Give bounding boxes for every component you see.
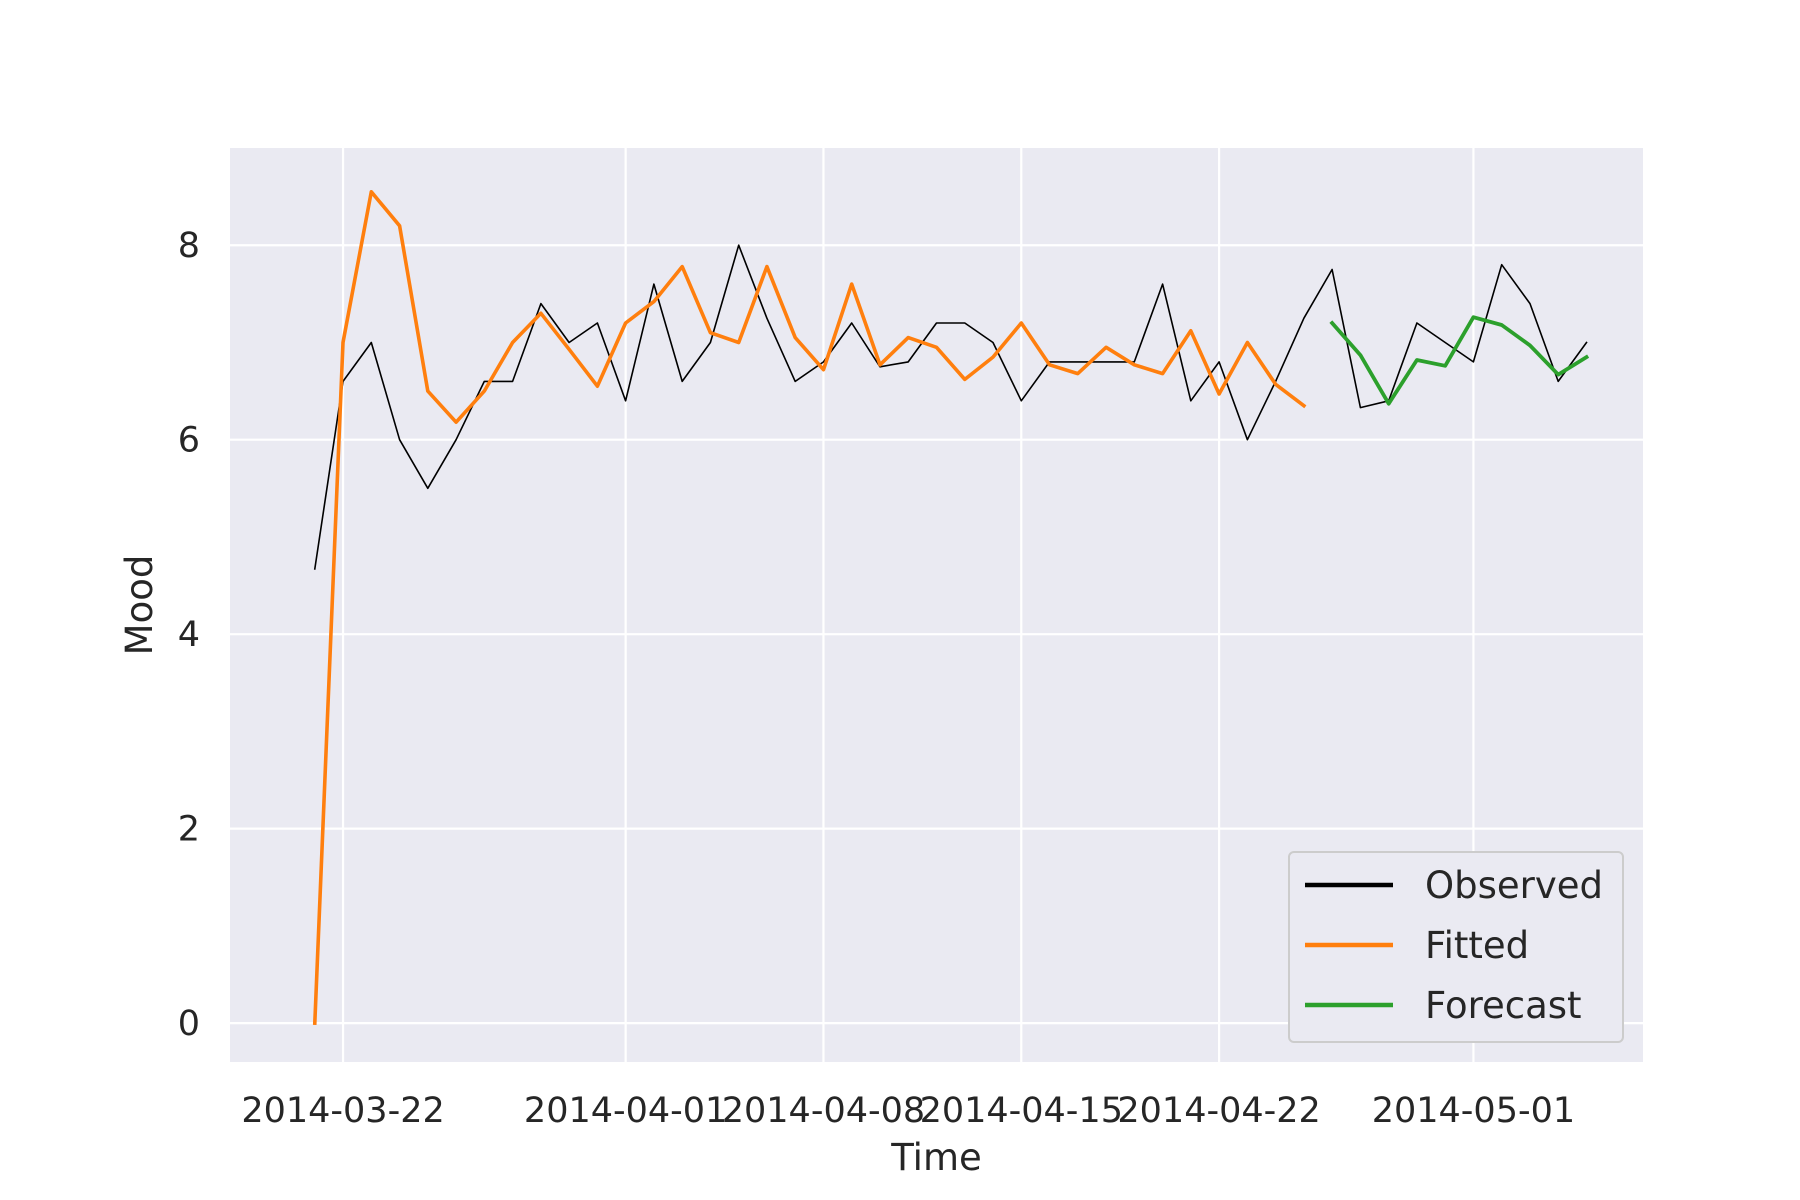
legend-label: Fitted — [1425, 924, 1529, 967]
y-tick-label: 4 — [178, 615, 200, 655]
x-tick-label: 2014-04-15 — [920, 1091, 1123, 1131]
legend-label: Forecast — [1425, 984, 1582, 1027]
x-tick-label: 2014-04-01 — [524, 1091, 727, 1131]
series-lines — [312, 190, 1590, 1025]
y-tick-label: 0 — [178, 1004, 200, 1044]
legend-item-fitted: Fitted — [1305, 924, 1529, 967]
legend-item-observed: Observed — [1305, 864, 1603, 907]
series-line-observed — [313, 244, 1588, 570]
legend-label: Observed — [1425, 864, 1603, 907]
legend-frame — [1288, 851, 1624, 1043]
x-tick-label: 2014-05-01 — [1372, 1091, 1575, 1131]
y-tick-label: 2 — [178, 810, 200, 850]
y-tick-label: 8 — [178, 226, 200, 266]
series-line-fitted — [312, 190, 1307, 1025]
x-axis-label: Time — [890, 1136, 982, 1179]
y-axis-label: Mood — [118, 555, 161, 656]
x-tick-label: 2014-03-22 — [241, 1091, 444, 1131]
x-tick-label: 2014-04-08 — [722, 1091, 925, 1131]
series-line-forecast — [1329, 315, 1590, 406]
y-tick-label: 6 — [178, 421, 200, 461]
x-tick-label: 2014-04-22 — [1117, 1091, 1320, 1131]
legend-item-forecast: Forecast — [1305, 984, 1582, 1027]
legend: Observed Fitted Forecast — [1288, 851, 1624, 1043]
tick-labels: 2014-03-22 2014-04-012014-04-082014-04-15… — [178, 226, 1575, 1131]
